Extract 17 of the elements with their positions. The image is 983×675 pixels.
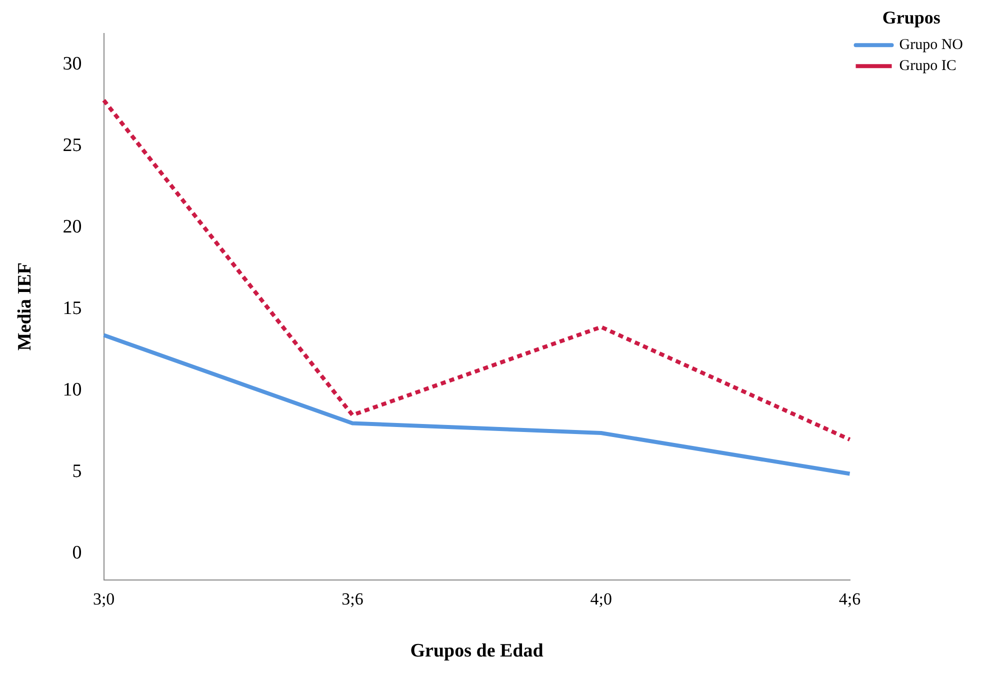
- legend-label: Grupo NO: [899, 37, 964, 54]
- y-tick-label: 0: [72, 542, 82, 564]
- x-tick-label: 3;0: [92, 589, 115, 608]
- x-axis-title: Grupos de Edad: [410, 640, 544, 662]
- y-axis-title: Media IEF: [14, 262, 36, 351]
- x-tick-label: 4;6: [838, 589, 861, 608]
- y-tick-label: 25: [62, 134, 82, 156]
- y-tick-label: 5: [72, 461, 82, 482]
- y-tick-label: 10: [62, 380, 82, 401]
- legend-label: Grupo IC: [899, 58, 956, 74]
- x-tick-label: 4;0: [590, 589, 612, 608]
- y-tick-label: 20: [62, 216, 82, 238]
- y-tick-label: 30: [62, 53, 82, 74]
- y-tick-label: 15: [62, 298, 82, 320]
- legend-title: Grupos: [882, 8, 940, 28]
- x-tick-label: 3;6: [342, 589, 364, 608]
- line-series: [102, 98, 852, 442]
